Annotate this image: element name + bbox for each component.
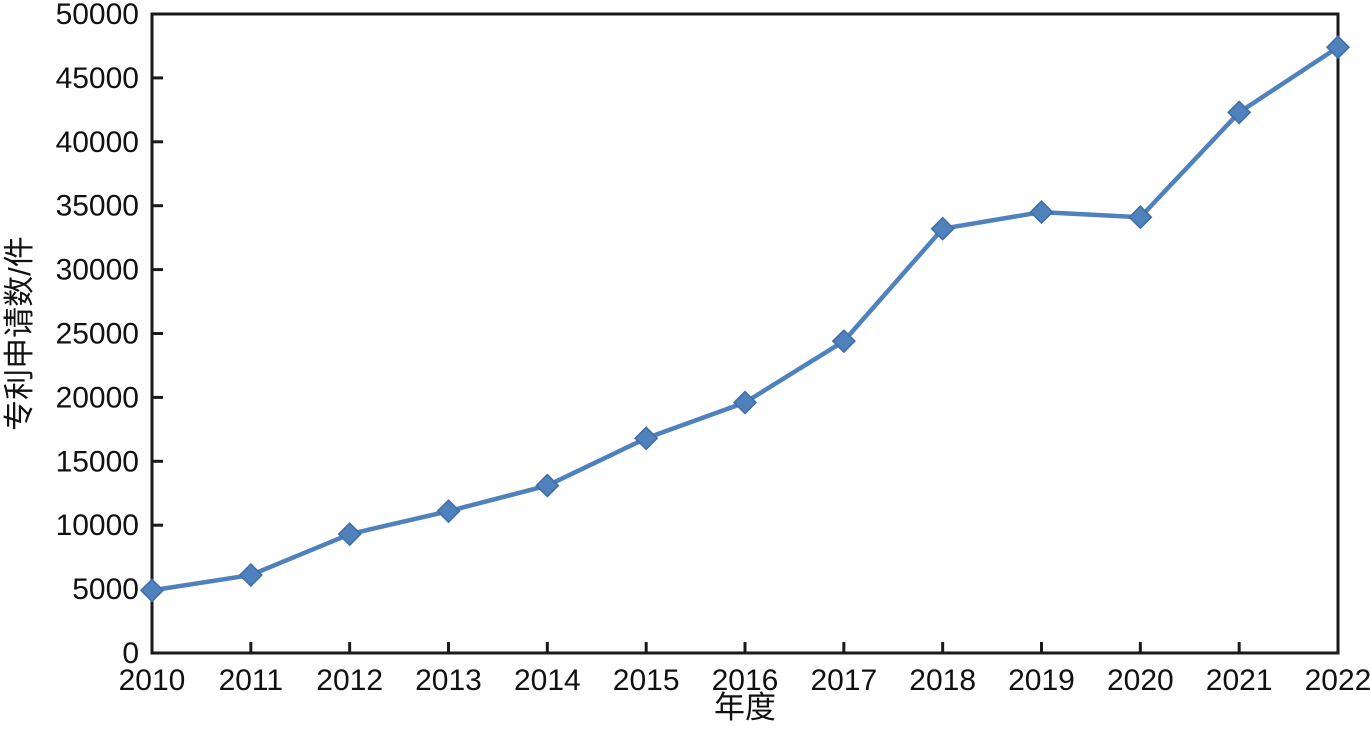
data-point-marker [1325, 35, 1351, 60]
data-line [149, 44, 1341, 593]
y-tick-label: 5000 [72, 573, 139, 606]
data-point-marker [1029, 200, 1054, 225]
x-tick-label: 2014 [514, 664, 581, 697]
data-point-marker [436, 499, 461, 524]
x-tick-label: 2012 [316, 664, 383, 697]
y-tick-label: 45000 [56, 62, 139, 95]
x-tick-label: 2022 [1305, 664, 1370, 697]
data-point-marker [337, 522, 362, 547]
x-tick-label: 2017 [810, 664, 877, 697]
x-tick-label: 2019 [1008, 664, 1075, 697]
data-point-marker [238, 562, 263, 588]
y-tick-label: 30000 [56, 254, 139, 287]
y-tick-label: 25000 [56, 318, 139, 351]
y-tick-label: 0 [122, 637, 139, 670]
x-tick-label: 2020 [1107, 664, 1174, 697]
y-tick-label: 35000 [56, 190, 139, 223]
data-point-marker [831, 329, 856, 354]
data-point-marker [535, 473, 560, 498]
y-tick-label: 40000 [56, 126, 139, 159]
x-tick-label: 2013 [415, 664, 482, 697]
data-point-marker [1227, 100, 1252, 125]
x-tick-label: 2021 [1206, 664, 1273, 697]
x-tick-label: 2018 [909, 664, 976, 697]
x-tick-label: 2016 [712, 664, 779, 697]
x-tick-label: 2015 [613, 664, 680, 697]
x-tick-label: 2011 [219, 664, 284, 697]
data-point-marker [139, 578, 165, 603]
y-axis-title: 专利申请数/件 [2, 236, 37, 431]
plot-frame [150, 12, 1340, 655]
data-point-marker [1128, 205, 1153, 230]
y-tick-label: 50000 [56, 0, 139, 31]
data-point-marker [634, 426, 659, 451]
data-point-marker [930, 216, 955, 241]
x-tick-label: 2010 [119, 664, 186, 697]
y-tick-label: 20000 [56, 381, 139, 414]
data-point-marker [732, 390, 758, 415]
x-axis-title: 年度 [714, 690, 776, 725]
y-tick-label: 10000 [56, 509, 139, 542]
y-tick-label: 15000 [56, 445, 139, 478]
